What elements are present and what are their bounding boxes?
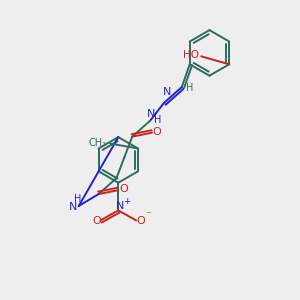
- Text: +: +: [124, 197, 131, 206]
- Text: N: N: [69, 202, 77, 212]
- Text: O: O: [153, 127, 161, 137]
- Text: ⁻: ⁻: [145, 210, 151, 220]
- Text: H: H: [186, 83, 194, 93]
- Text: N: N: [147, 109, 155, 119]
- Text: H: H: [74, 194, 81, 204]
- Text: N: N: [116, 202, 124, 212]
- Text: O: O: [92, 216, 101, 226]
- Text: H: H: [154, 115, 162, 125]
- Text: N: N: [163, 87, 171, 97]
- Text: O: O: [119, 184, 128, 194]
- Text: CH₃: CH₃: [88, 138, 106, 148]
- Text: HO: HO: [184, 50, 200, 60]
- Text: O: O: [137, 216, 146, 226]
